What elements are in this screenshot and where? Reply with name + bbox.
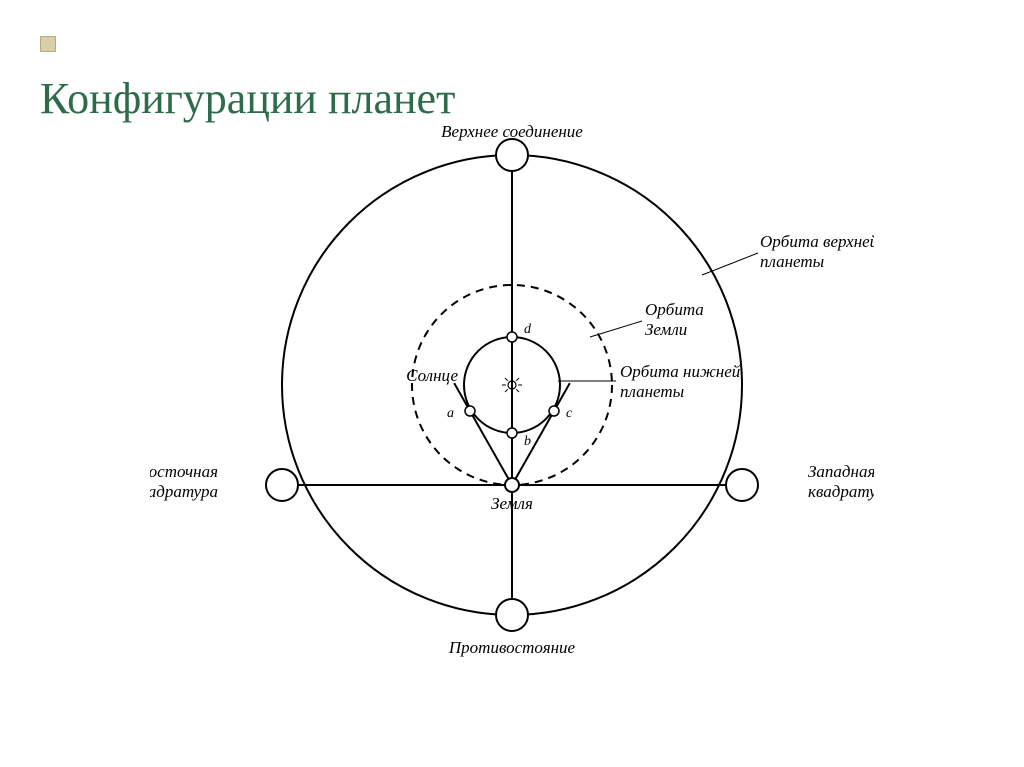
svg-text:Земля: Земля [491,494,533,513]
svg-text:Орбита верхней: Орбита верхней [760,232,874,251]
svg-text:планеты: планеты [760,252,824,271]
svg-text:Солнце: Солнце [406,366,458,385]
title-accent-square [40,36,56,52]
svg-text:квадратура: квадратура [150,482,218,501]
svg-text:Верхнее соединение: Верхнее соединение [441,122,583,141]
svg-text:Орбита нижней: Орбита нижней [620,362,741,381]
svg-text:Восточная: Восточная [150,462,218,481]
planet-config-diagram: Верхнее соединение Противостояние Восточна… [150,105,874,695]
svg-text:Западная: Западная [808,462,874,481]
slide: Конфигурации планет Верхнее соединениеПр… [0,0,1024,767]
svg-text:c: c [566,406,573,421]
svg-text:Земли: Земли [645,320,687,339]
svg-text:d: d [524,322,532,337]
svg-text:a: a [447,406,454,421]
svg-text:Орбита: Орбита [645,300,704,319]
svg-text:b: b [524,434,531,449]
svg-text:планеты: планеты [620,382,684,401]
svg-text:квадратура: квадратура [808,482,874,501]
svg-text:Противостояние: Противостояние [448,638,576,657]
